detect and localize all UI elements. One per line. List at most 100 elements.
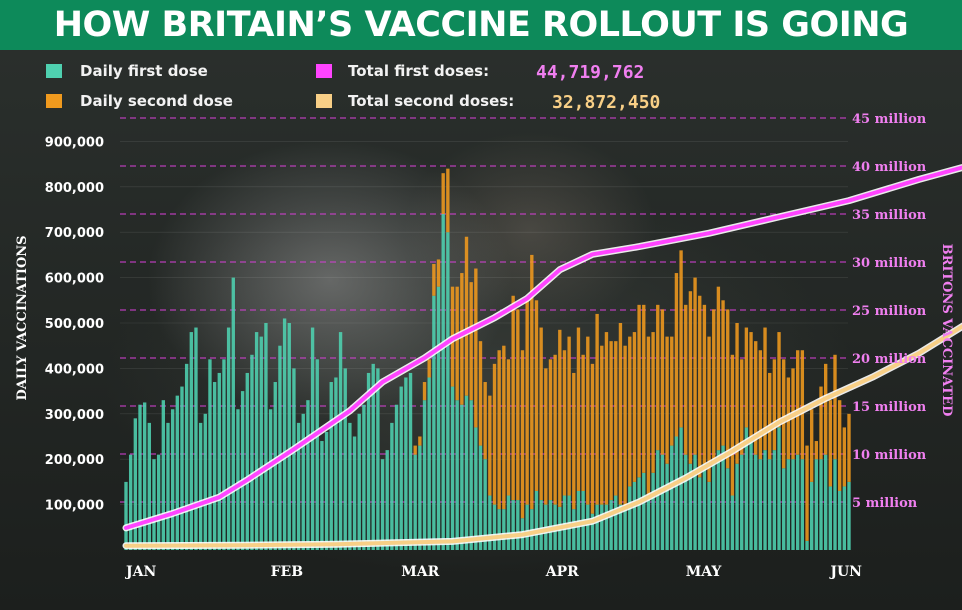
bar-daily-first bbox=[432, 295, 436, 550]
bar-daily-second bbox=[628, 336, 632, 487]
bar-daily-first bbox=[138, 404, 142, 550]
title-bar bbox=[0, 0, 962, 50]
bar-daily-first bbox=[660, 454, 665, 550]
bar-daily-first bbox=[623, 509, 627, 550]
bar-daily-second bbox=[670, 336, 674, 446]
bar-daily-first bbox=[833, 459, 837, 550]
bar-daily-first bbox=[814, 459, 819, 550]
bar-daily-first bbox=[539, 500, 543, 550]
legend-label-total-first: Total first doses: bbox=[348, 62, 490, 80]
y-left-tick-label: 300,000 bbox=[45, 408, 104, 423]
bar-daily-first bbox=[212, 382, 217, 550]
y-axis-left-ticks: 100,000 200,000 300,000 400,000 500,000 600,0… bbox=[45, 135, 104, 513]
y-left-tick-label: 200,000 bbox=[45, 453, 104, 468]
bar-daily-first bbox=[203, 413, 207, 550]
bar-daily-second bbox=[558, 329, 562, 507]
bar-daily-first bbox=[338, 332, 343, 550]
bar-daily-second bbox=[469, 282, 473, 401]
bar-daily-first bbox=[268, 409, 273, 550]
bar-daily-first bbox=[217, 372, 221, 550]
bar-daily-first bbox=[618, 504, 623, 550]
y-left-tick-label: 900,000 bbox=[45, 135, 104, 150]
bar-daily-second bbox=[562, 350, 567, 496]
bar-daily-first bbox=[254, 332, 259, 550]
bar-daily-second bbox=[609, 341, 613, 501]
bar-daily-second bbox=[810, 409, 814, 482]
bar-daily-first bbox=[446, 232, 450, 550]
bar-daily-first bbox=[740, 454, 744, 550]
bar-daily-second bbox=[539, 327, 543, 501]
bar-daily-first bbox=[758, 459, 763, 550]
bar-daily-first bbox=[693, 454, 697, 550]
bar-daily-second bbox=[642, 304, 646, 473]
bar-daily-first bbox=[791, 459, 795, 550]
y-right-tick-label: 25 million bbox=[852, 304, 927, 319]
bar-daily-second bbox=[842, 427, 847, 487]
bar-daily-first bbox=[492, 504, 497, 550]
bar-daily-second bbox=[614, 341, 618, 496]
bar-daily-second bbox=[721, 300, 725, 446]
x-tick-label: JAN bbox=[124, 564, 156, 580]
bar-daily-second bbox=[819, 386, 823, 460]
bar-daily-second bbox=[805, 445, 809, 541]
bar-daily-second bbox=[782, 359, 786, 469]
bar-daily-first bbox=[194, 327, 198, 550]
x-tick-label: FEB bbox=[271, 564, 304, 580]
legend-value-total-second: 32,872,450 bbox=[552, 92, 661, 113]
bar-daily-second bbox=[595, 313, 599, 505]
bar-daily-first bbox=[782, 468, 786, 550]
bar-daily-first bbox=[128, 454, 133, 550]
bar-daily-first bbox=[399, 386, 403, 550]
bar-daily-first bbox=[380, 459, 385, 550]
bar-daily-second bbox=[604, 332, 609, 505]
bar-daily-first bbox=[357, 413, 361, 550]
bar-daily-first bbox=[684, 454, 688, 550]
y-left-tick-label: 400,000 bbox=[45, 362, 104, 377]
bar-daily-first bbox=[534, 490, 539, 550]
bar-daily-first bbox=[208, 359, 212, 550]
legend-swatch-daily-first bbox=[46, 64, 62, 78]
bar-daily-first bbox=[394, 404, 399, 550]
legend-value-total-first: 44,719,762 bbox=[536, 62, 645, 83]
x-tick-label: JUN bbox=[828, 564, 862, 580]
bar-daily-second bbox=[823, 363, 828, 455]
bar-daily-first bbox=[469, 400, 473, 550]
bar-daily-second bbox=[502, 345, 506, 510]
bar-daily-second bbox=[702, 304, 707, 464]
bar-daily-first bbox=[642, 472, 646, 550]
bar-daily-first bbox=[184, 363, 189, 550]
bar-daily-second bbox=[488, 395, 492, 496]
bar-daily-first bbox=[189, 332, 193, 550]
y-right-tick-label: 10 million bbox=[852, 448, 927, 463]
bar-daily-second bbox=[814, 441, 819, 460]
bar-daily-first bbox=[152, 459, 156, 550]
x-tick-label: MAR bbox=[401, 564, 439, 580]
bar-daily-second bbox=[744, 327, 749, 428]
bar-daily-second bbox=[632, 332, 637, 482]
bar-daily-first bbox=[777, 427, 781, 550]
bar-daily-second bbox=[436, 259, 441, 287]
bar-daily-first bbox=[707, 481, 711, 550]
y-axis-left-label: DAILY VACCINATIONS bbox=[15, 235, 30, 400]
bar-daily-first bbox=[665, 463, 669, 550]
bar-daily-first bbox=[334, 377, 338, 550]
bar-daily-second bbox=[441, 173, 445, 215]
bar-daily-first bbox=[609, 500, 613, 550]
bar-daily-first bbox=[786, 459, 791, 550]
bar-daily-second bbox=[534, 300, 539, 491]
bar-daily-first bbox=[278, 345, 282, 550]
bar-daily-second bbox=[548, 359, 553, 501]
bar-daily-first bbox=[679, 427, 683, 550]
bar-daily-first bbox=[614, 495, 618, 550]
bar-daily-first bbox=[483, 459, 487, 550]
bar-daily-first bbox=[175, 395, 179, 550]
bar-daily-first bbox=[292, 368, 296, 550]
bar-daily-first bbox=[124, 481, 128, 550]
bar-daily-second bbox=[684, 304, 688, 455]
bar-daily-first bbox=[427, 377, 431, 550]
bar-daily-first bbox=[324, 431, 329, 550]
y-right-tick-label: 30 million bbox=[852, 256, 927, 271]
bar-daily-first bbox=[250, 354, 254, 550]
bar-daily-second bbox=[847, 413, 851, 482]
bar-daily-second bbox=[726, 309, 730, 469]
